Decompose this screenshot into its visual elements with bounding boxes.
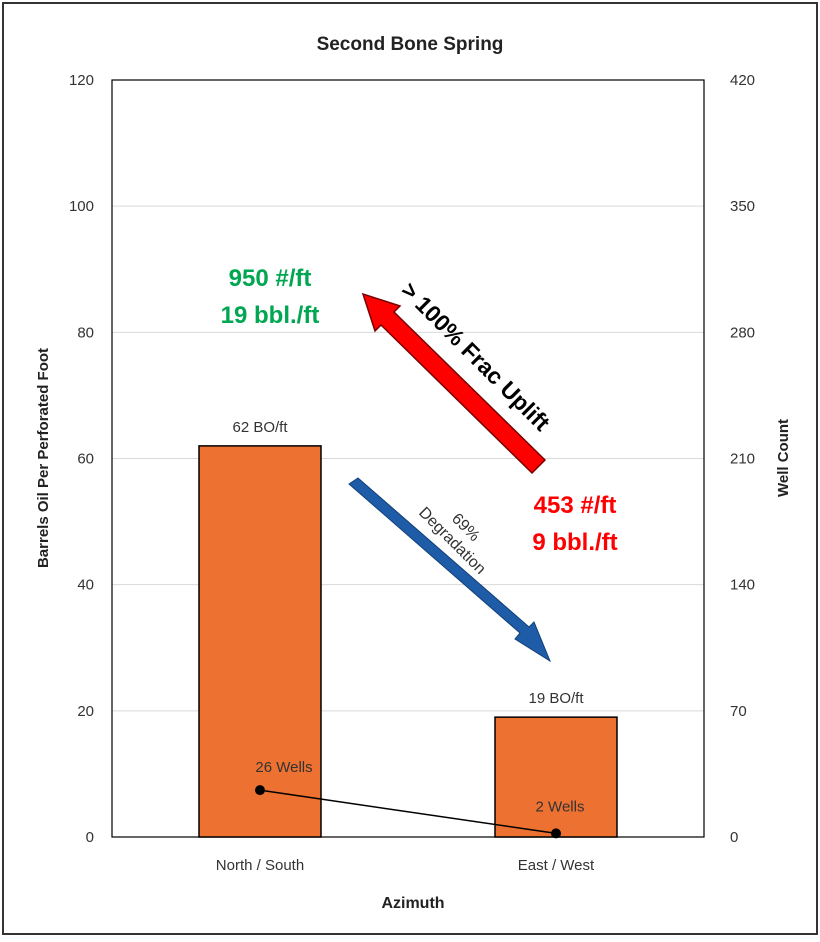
right-axis-ticks: 0 70 140 210 280 350 420: [730, 72, 755, 846]
green-note-line2: 19 bbl./ft: [221, 302, 320, 329]
well-count-label: 2 Wells: [536, 798, 585, 815]
degradation-arrow: [348, 477, 552, 663]
bar: [198, 445, 322, 838]
chart-title: Second Bone Spring: [317, 34, 504, 55]
y-tick-label: 20: [77, 703, 94, 720]
y-tick-label: 120: [69, 72, 94, 89]
x-axis-title: Azimuth: [381, 895, 444, 912]
y2-tick-label: 0: [730, 829, 738, 846]
well-count-number: 2: [536, 798, 544, 815]
plot-area: [111, 79, 705, 838]
bar-value-label: 19 BO/ft: [528, 690, 584, 707]
y-tick-label: 0: [86, 829, 94, 846]
y2-tick-label: 280: [730, 324, 755, 341]
red-note-line1: 453 #/ft: [534, 492, 617, 519]
well-count-point: [551, 828, 561, 839]
left-axis-ticks: 0 20 40 60 80 100 120: [69, 72, 94, 846]
y2-tick-label: 140: [730, 577, 755, 594]
y2-tick-label: 420: [730, 72, 755, 89]
bar-value-number: 19: [528, 690, 545, 707]
well-count-number: 26: [255, 759, 272, 776]
bar-value-unit: BO/ft: [545, 690, 584, 707]
x-tick-label: East / West: [518, 857, 595, 874]
x-tick-label: North / South: [216, 857, 304, 874]
bar-value-label: 62 BO/ft: [232, 419, 288, 436]
y-axis-title: Barrels Oil Per Perforated Foot: [35, 348, 52, 568]
y-tick-label: 60: [77, 451, 94, 468]
bars: [198, 445, 618, 838]
well-count-unit: Wells: [544, 798, 585, 815]
bar-value-unit: BO/ft: [249, 419, 288, 436]
red-note-line2: 9 bbl./ft: [532, 529, 617, 556]
y2-tick-label: 350: [730, 198, 755, 215]
well-count-point: [255, 785, 265, 796]
y-tick-label: 80: [77, 324, 94, 341]
uplift-arrow: [361, 292, 547, 475]
y2-tick-label: 210: [730, 451, 755, 468]
well-count-label: 26 Wells: [255, 759, 312, 776]
green-note-line1: 950 #/ft: [229, 265, 312, 292]
bar: [494, 716, 618, 838]
y2-tick-label: 70: [730, 703, 747, 720]
well-count-unit: Wells: [272, 759, 313, 776]
well-count-polyline: [259, 789, 557, 835]
y-tick-label: 100: [69, 198, 94, 215]
bar-value-number: 62: [232, 419, 249, 436]
y2-axis-title: Well Count: [775, 419, 792, 497]
y-tick-label: 40: [77, 577, 94, 594]
x-axis-ticks: North / South East / West: [216, 857, 595, 874]
